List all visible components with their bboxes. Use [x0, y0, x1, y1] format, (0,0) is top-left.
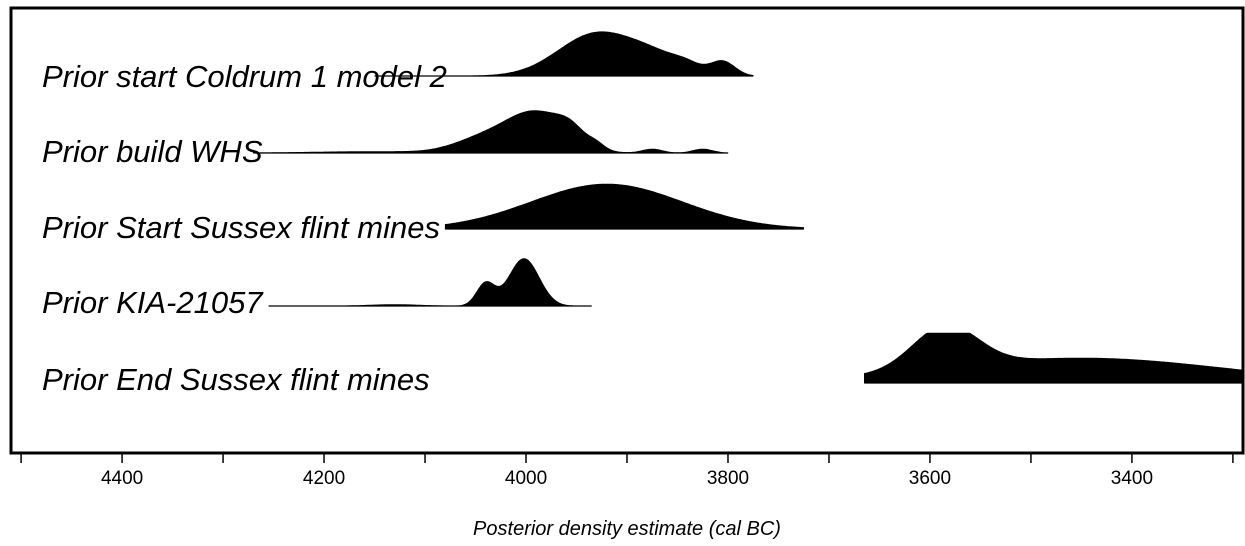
series-0 — [374, 31, 754, 77]
series-density-1 — [253, 110, 729, 154]
x-axis-label: Posterior density estimate (cal BC) — [473, 518, 781, 540]
series-4 — [864, 332, 1244, 384]
series-density-3 — [268, 258, 592, 307]
x-tick-label-4200: 4200 — [303, 468, 345, 489]
series-density-4 — [864, 332, 1244, 384]
x-tick-label-3400: 3400 — [1111, 468, 1153, 489]
series-label-3: Prior KIA-21057 — [42, 285, 264, 320]
series-label-1: Prior build WHS — [42, 134, 263, 169]
series-label-0: Prior start Coldrum 1 model 2 — [42, 59, 447, 94]
x-tick-label-4000: 4000 — [505, 468, 547, 489]
series-3 — [268, 258, 592, 307]
x-tick-label-3800: 3800 — [707, 468, 749, 489]
x-axis: 4400 4200 4000 3800 3600 3400 — [20, 453, 1234, 489]
series-density-0 — [374, 31, 754, 77]
series-layer — [253, 31, 1244, 384]
series-label-2: Prior Start Sussex flint mines — [42, 210, 440, 245]
labels-layer: Prior start Coldrum 1 model 2 Prior buil… — [42, 59, 447, 397]
series-2 — [444, 183, 804, 230]
series-density-2 — [444, 183, 804, 230]
x-tick-label-3600: 3600 — [909, 468, 951, 489]
x-tick-label-4400: 4400 — [101, 468, 143, 489]
series-label-4: Prior End Sussex flint mines — [42, 362, 430, 397]
series-1 — [253, 110, 729, 154]
